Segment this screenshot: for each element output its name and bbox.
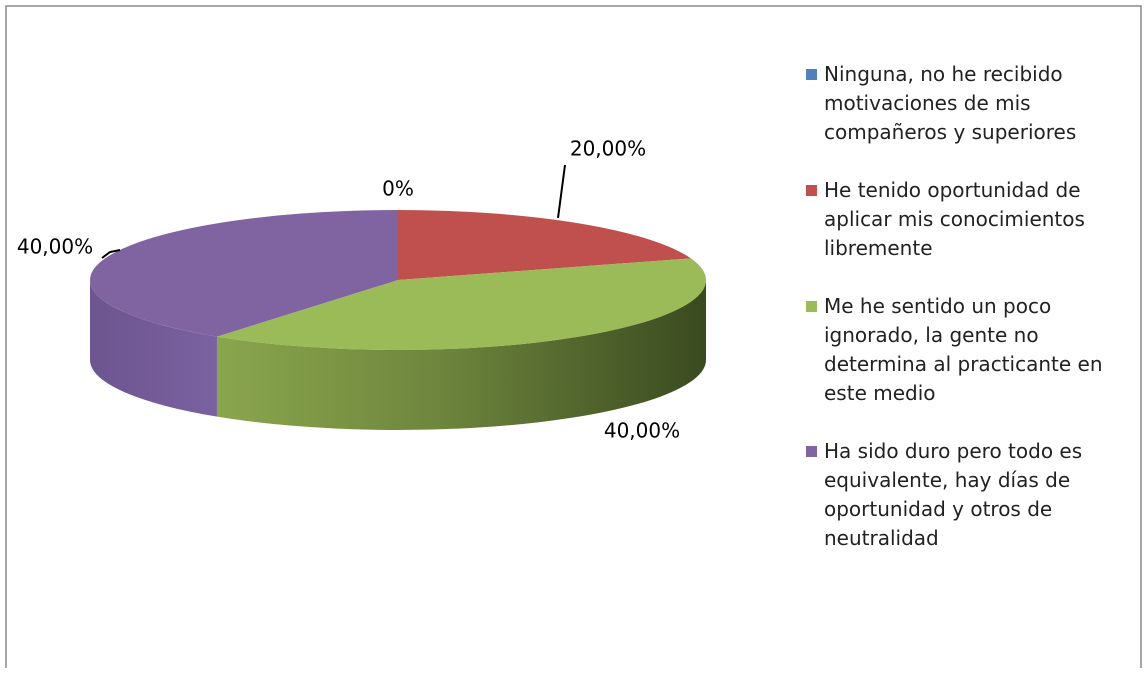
chart-border bbox=[5, 5, 1142, 668]
legend-swatch bbox=[806, 69, 817, 80]
legend-item: Ha sido duro pero todo es equivalente, h… bbox=[806, 437, 1126, 553]
data-label: 40,00% bbox=[604, 419, 680, 443]
legend-label: Me he sentido un poco ignorado, la gente… bbox=[824, 294, 1103, 405]
legend-item: Me he sentido un poco ignorado, la gente… bbox=[806, 292, 1126, 408]
legend-item: Ninguna, no he recibido motivaciones de … bbox=[806, 60, 1126, 147]
legend-swatch bbox=[806, 446, 817, 457]
data-label: 40,00% bbox=[17, 235, 93, 259]
legend-swatch bbox=[806, 301, 817, 312]
legend-label: He tenido oportunidad de aplicar mis con… bbox=[824, 178, 1085, 260]
leader-line bbox=[101, 249, 121, 259]
slice-top bbox=[216, 258, 706, 351]
legend: Ninguna, no he recibido motivaciones de … bbox=[806, 60, 1126, 582]
leader-line bbox=[557, 164, 566, 219]
legend-label: Ha sido duro pero todo es equivalente, h… bbox=[824, 439, 1083, 550]
legend-item: He tenido oportunidad de aplicar mis con… bbox=[806, 176, 1126, 263]
legend-swatch bbox=[806, 185, 817, 196]
slice-top bbox=[398, 210, 691, 280]
data-label: 0% bbox=[382, 177, 414, 201]
pie-slice bbox=[216, 258, 706, 430]
pie-slice bbox=[89, 210, 399, 417]
pie-slice bbox=[398, 210, 691, 280]
legend-label: Ninguna, no he recibido motivaciones de … bbox=[824, 62, 1077, 144]
slice-side bbox=[90, 280, 217, 417]
data-label: 20,00% bbox=[570, 137, 646, 161]
slice-top bbox=[89, 210, 399, 337]
slice-side bbox=[216, 280, 706, 430]
